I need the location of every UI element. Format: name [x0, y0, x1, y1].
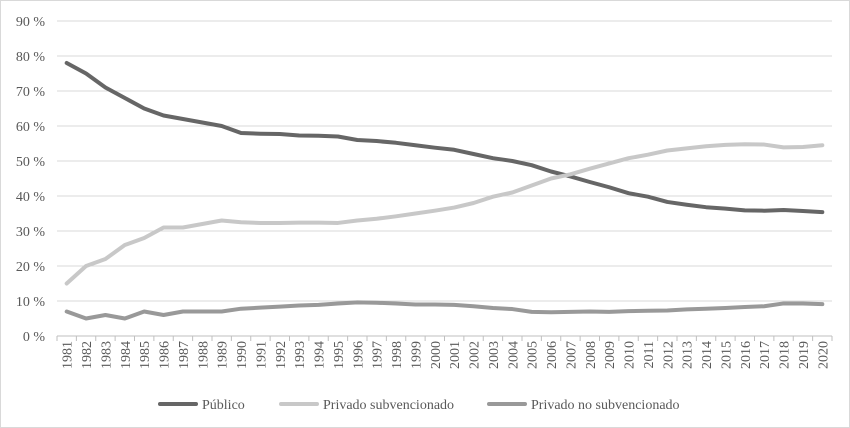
- y-tick-label: 50 %: [16, 155, 46, 170]
- series-line-1: [64, 61, 825, 215]
- x-tick-label: 1982: [80, 341, 95, 369]
- x-tick-label: 2011: [642, 341, 657, 368]
- y-tick-label: 40 %: [16, 190, 46, 205]
- x-tick-label: 2010: [623, 341, 638, 369]
- x-tick-label: 2009: [603, 341, 618, 369]
- series-line-3: [64, 300, 825, 321]
- y-tick-label: 0 %: [23, 330, 46, 345]
- series-line-2: [64, 142, 825, 286]
- x-tick-label: 1989: [216, 341, 231, 369]
- x-tick-label: 1991: [254, 341, 269, 369]
- x-tick-label: 2003: [487, 341, 502, 369]
- x-tick-label: 2006: [545, 341, 560, 369]
- x-tick-label: 1993: [293, 341, 308, 369]
- y-tick-label: 80 %: [16, 50, 46, 65]
- x-tick-label: 1995: [332, 341, 347, 369]
- x-axis-ticks: 1981 1982 1983 1984 1985 1986 1987 1988 1989 1990…: [61, 341, 832, 369]
- x-axis: [56, 335, 833, 341]
- y-tick-label: 90 %: [16, 15, 46, 30]
- x-tick-label: 1990: [235, 341, 250, 369]
- x-tick-label: 2020: [816, 341, 831, 369]
- x-tick-label: 2002: [468, 341, 483, 369]
- x-tick-label: 1992: [274, 341, 289, 369]
- series-lines: [64, 61, 825, 321]
- x-tick-label: 1986: [158, 341, 173, 369]
- x-tick-label: 2014: [700, 341, 715, 369]
- y-tick-label: 10 %: [16, 295, 46, 310]
- x-tick-label: 2005: [526, 341, 541, 369]
- legend-label: Privado subvencionado: [323, 398, 454, 413]
- x-tick-label: 1985: [138, 341, 153, 369]
- x-tick-label: 1994: [313, 341, 328, 369]
- legend-label: Privado no subvencionado: [531, 398, 680, 413]
- x-tick-label: 2007: [564, 341, 579, 369]
- x-tick-label: 2017: [758, 341, 773, 369]
- gridlines: [57, 20, 832, 302]
- x-tick-label: 1987: [177, 341, 192, 369]
- x-tick-label: 2012: [661, 341, 676, 369]
- x-tick-label: 2019: [797, 341, 812, 369]
- legend: Público Privado subvencionado Privado no s…: [158, 398, 680, 413]
- legend-label: Público: [202, 398, 245, 413]
- x-tick-label: 1981: [61, 341, 76, 369]
- x-tick-label: 2004: [506, 341, 521, 369]
- x-tick-label: 1983: [99, 341, 114, 369]
- x-tick-label: 1997: [371, 341, 386, 369]
- x-tick-label: 2016: [739, 341, 754, 369]
- x-tick-label: 2001: [448, 341, 463, 369]
- x-tick-label: 2015: [719, 341, 734, 369]
- x-tick-label: 1988: [196, 341, 211, 369]
- x-tick-label: 1999: [409, 341, 424, 369]
- x-tick-label: 1998: [390, 341, 405, 369]
- y-tick-label: 60 %: [16, 120, 46, 135]
- x-tick-label: 2013: [681, 341, 696, 369]
- x-tick-label: 2018: [778, 341, 793, 369]
- y-axis-ticks: 0 % 10 % 20 % 30 % 40 % 50 % 60 % 70 % 80 % 90 %: [16, 15, 46, 345]
- x-tick-label: 2008: [584, 341, 599, 369]
- x-tick-label: 1984: [119, 341, 134, 369]
- y-tick-label: 20 %: [16, 260, 46, 275]
- x-tick-label: 2000: [429, 341, 444, 369]
- y-tick-label: 30 %: [16, 225, 46, 240]
- y-tick-label: 70 %: [16, 85, 46, 100]
- x-tick-label: 1996: [351, 341, 366, 369]
